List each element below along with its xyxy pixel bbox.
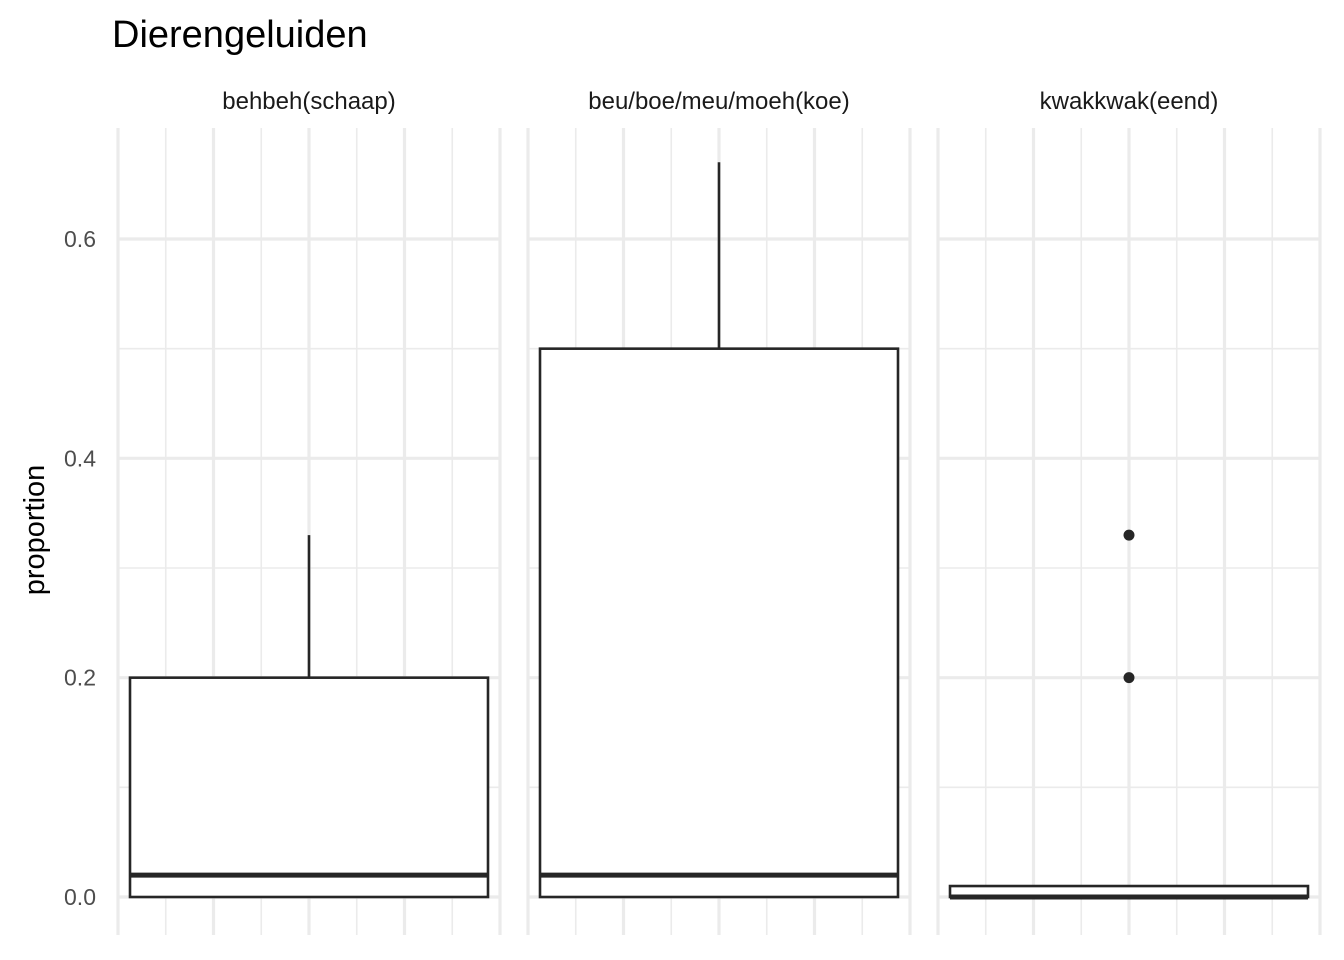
box (128, 676, 490, 899)
chart-title: Dierengeluiden (112, 14, 368, 56)
facet-label: behbeh(schaap) (222, 88, 395, 115)
facet-panels: behbeh(schaap) beu/boe/meu/moeh(koe) kwakk… (128, 88, 1310, 900)
facet-label: kwakkwak(eend) (1040, 88, 1219, 115)
facet-panel: behbeh(schaap) (128, 88, 490, 899)
y-axis-ticks: 0.0 0.2 0.4 0.6 (64, 226, 96, 910)
y-tick-label: 0.4 (64, 445, 96, 471)
facet-panel: kwakkwak(eend) (948, 88, 1310, 900)
y-tick-label: 0.2 (64, 665, 96, 691)
box (538, 347, 900, 899)
y-axis-label: proportion (19, 465, 51, 596)
outlier-point (1123, 529, 1135, 541)
y-tick-label: 0.0 (64, 884, 96, 910)
y-tick-label: 0.6 (64, 226, 96, 252)
outlier-point (1123, 672, 1135, 684)
facet-label: beu/boe/meu/moeh(koe) (588, 88, 850, 115)
facet-panel: beu/boe/meu/moeh(koe) (538, 88, 900, 899)
